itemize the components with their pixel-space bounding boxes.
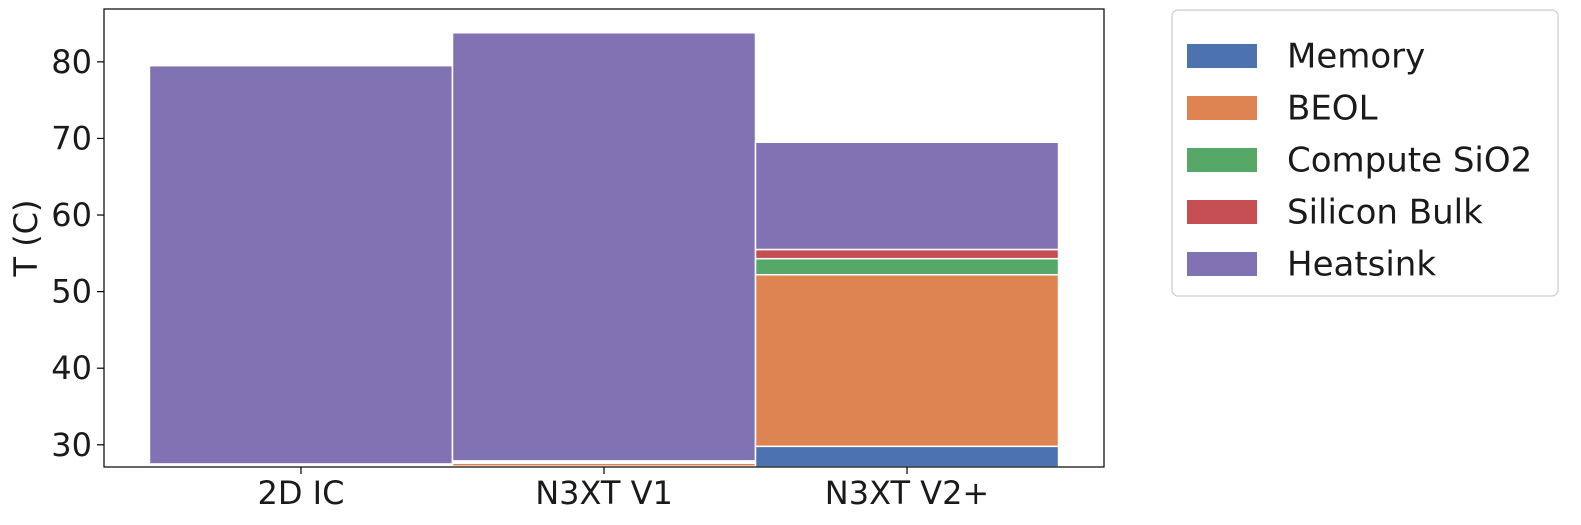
legend-swatch — [1187, 200, 1257, 224]
y-tick-label: 50 — [51, 273, 92, 311]
x-tick-label: N3XT V2+ — [825, 474, 989, 512]
y-axis-label: T (C) — [7, 199, 45, 277]
y-tick-label: 70 — [51, 119, 92, 157]
legend-label: Memory — [1287, 37, 1425, 77]
legend-label: Compute SiO2 — [1287, 141, 1532, 181]
bar-segment — [754, 141, 1060, 251]
x-tick-label: 2D IC — [257, 474, 344, 512]
legend-swatch — [1187, 96, 1257, 120]
axes-frame — [103, 8, 1105, 468]
legend-swatch — [1187, 44, 1257, 68]
legend-box — [1171, 9, 1559, 297]
y-tick-label: 40 — [51, 349, 92, 387]
bar-segment — [754, 257, 1060, 276]
legend-label: Silicon Bulk — [1287, 193, 1483, 233]
legend-label: BEOL — [1287, 89, 1378, 129]
y-tick-label: 80 — [51, 43, 92, 81]
bar-segment — [754, 248, 1060, 260]
y-tick-label: 30 — [51, 426, 92, 464]
y-tick-label: 60 — [51, 196, 92, 234]
legend-label: Heatsink — [1287, 245, 1436, 285]
x-tick-label: N3XT V1 — [535, 474, 673, 512]
bar-segment — [754, 274, 1060, 448]
legend-swatch — [1187, 148, 1257, 172]
bar-segment — [148, 64, 454, 465]
legend-swatch — [1187, 252, 1257, 276]
bar-segment — [754, 445, 1060, 468]
bar-segment — [451, 31, 757, 462]
